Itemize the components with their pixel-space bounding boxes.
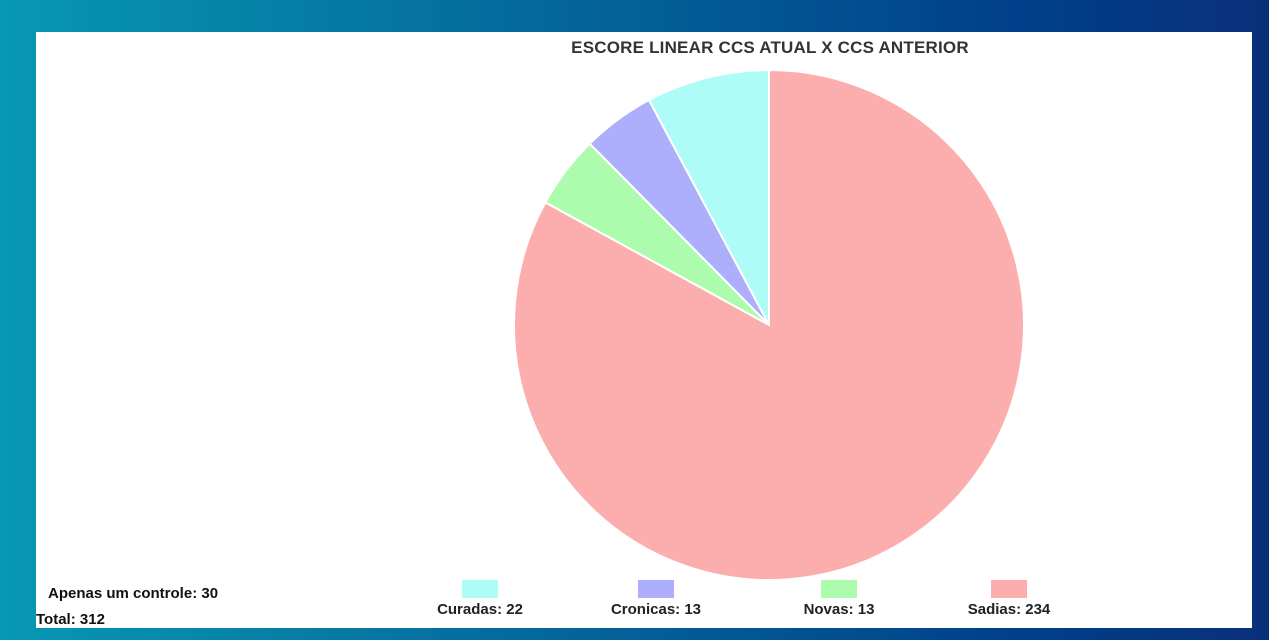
legend-swatch-novas [821, 580, 857, 598]
chart-title: ESCORE LINEAR CCS ATUAL X CCS ANTERIOR [571, 38, 969, 57]
legend-item-curadas: Curadas: 22 [400, 580, 560, 618]
apenas-um-controle-note: Apenas um controle: 30 [48, 585, 219, 602]
legend-item-sadias: Sadias: 234 [929, 580, 1089, 618]
legend-label-cronicas: Cronicas: 13 [610, 601, 702, 618]
legend-swatch-curadas [462, 580, 498, 598]
pie-slice-curadas [647, 68, 770, 326]
legend-label-curadas: Curadas: 22 [437, 601, 523, 618]
pie-slice-sadias [513, 68, 1025, 581]
legend-item-novas: Novas: 13 [759, 580, 919, 618]
legend-item-cronicas: Cronicas: 13 [576, 580, 736, 618]
total-note: Total: 312 [36, 611, 105, 628]
legend-swatch-sadias [991, 580, 1027, 598]
chart-panel: ESCORE LINEAR CCS ATUAL X CCS ANTERIOR C… [36, 32, 1252, 628]
legend-label-sadias: Sadias: 234 [967, 601, 1051, 618]
legend-label-novas: Novas: 13 [803, 601, 875, 618]
pie-chart [513, 68, 1025, 581]
legend-swatch-cronicas [638, 580, 674, 598]
